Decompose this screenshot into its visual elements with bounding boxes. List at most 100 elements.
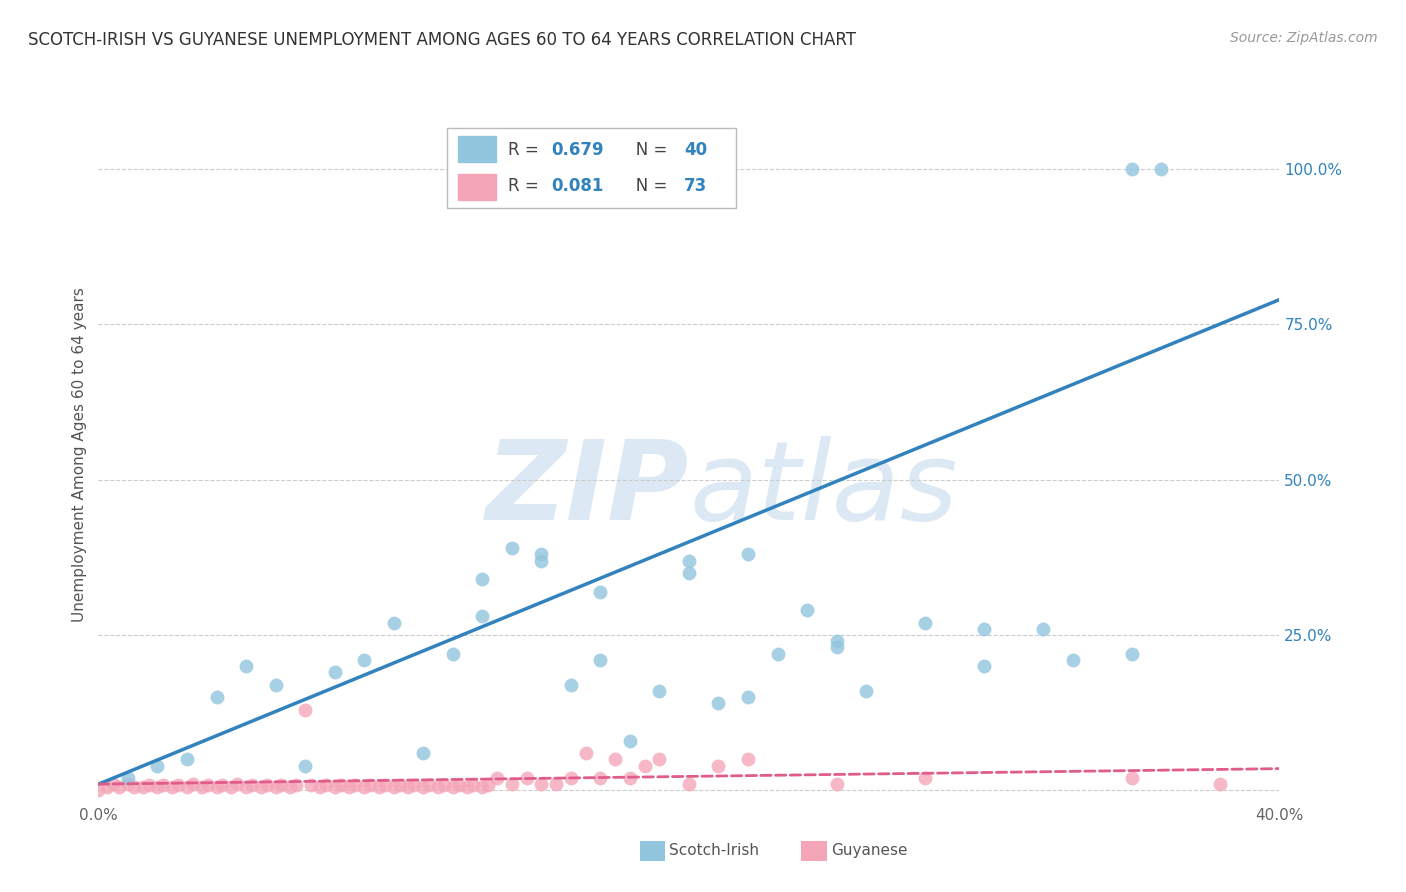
Point: [914, 615, 936, 630]
Point: [191, 780, 214, 795]
Point: [633, 758, 655, 772]
Text: ZIP: ZIP: [485, 436, 689, 543]
Point: [825, 777, 848, 791]
Point: [530, 547, 553, 561]
Point: [146, 780, 169, 795]
Point: [211, 778, 233, 792]
Bar: [458, 174, 496, 200]
Point: [264, 678, 287, 692]
Point: [285, 778, 308, 792]
Point: [825, 640, 848, 655]
Point: [471, 780, 494, 795]
Point: [678, 553, 700, 567]
Point: [560, 678, 582, 692]
Point: [270, 778, 292, 792]
Point: [162, 780, 183, 795]
Point: [309, 780, 332, 795]
Point: [825, 634, 848, 648]
Point: [605, 752, 627, 766]
Point: [544, 777, 567, 791]
Point: [337, 780, 360, 795]
Point: [560, 771, 582, 785]
Point: [205, 690, 228, 705]
Point: [87, 783, 110, 797]
Point: [353, 780, 375, 795]
Point: [329, 778, 352, 792]
Point: [264, 780, 287, 795]
Point: [96, 780, 118, 795]
Text: R =: R =: [508, 141, 544, 159]
Point: [441, 647, 464, 661]
Point: [707, 758, 730, 772]
Point: [1209, 777, 1232, 791]
Point: [501, 777, 523, 791]
Point: [146, 758, 169, 772]
Text: 40: 40: [685, 141, 707, 159]
Point: [256, 778, 278, 792]
Point: [294, 703, 316, 717]
Point: [176, 752, 198, 766]
Text: N =: N =: [620, 141, 673, 159]
Point: [250, 780, 273, 795]
Point: [796, 603, 818, 617]
Text: Source: ZipAtlas.com: Source: ZipAtlas.com: [1230, 31, 1378, 45]
Point: [766, 647, 789, 661]
Point: [117, 771, 139, 785]
Point: [382, 615, 405, 630]
Point: [240, 778, 263, 792]
Text: Scotch-Irish: Scotch-Irish: [669, 844, 759, 858]
Text: SCOTCH-IRISH VS GUYANESE UNEMPLOYMENT AMONG AGES 60 TO 64 YEARS CORRELATION CHAR: SCOTCH-IRISH VS GUYANESE UNEMPLOYMENT AM…: [28, 31, 856, 49]
Point: [678, 566, 700, 580]
Point: [678, 777, 700, 791]
Point: [205, 780, 228, 795]
Text: 0.679: 0.679: [551, 141, 603, 159]
Point: [855, 684, 877, 698]
Point: [235, 659, 257, 673]
Point: [344, 778, 367, 792]
Point: [117, 777, 139, 791]
Point: [589, 771, 612, 785]
Point: [737, 690, 759, 705]
Point: [1121, 771, 1143, 785]
Point: [737, 752, 759, 766]
Point: [219, 780, 242, 795]
Point: [447, 778, 470, 792]
Point: [108, 780, 131, 795]
Point: [167, 778, 190, 792]
Point: [418, 778, 440, 792]
Point: [388, 778, 411, 792]
Point: [427, 780, 450, 795]
Point: [138, 778, 160, 792]
Point: [530, 553, 553, 567]
Point: [973, 659, 995, 673]
Point: [353, 653, 375, 667]
Text: 0.081: 0.081: [551, 178, 603, 195]
Point: [589, 584, 612, 599]
Point: [278, 780, 302, 795]
Point: [441, 780, 464, 795]
Point: [648, 752, 671, 766]
Y-axis label: Unemployment Among Ages 60 to 64 years: Unemployment Among Ages 60 to 64 years: [72, 287, 87, 623]
Text: Guyanese: Guyanese: [831, 844, 907, 858]
Point: [235, 780, 257, 795]
Point: [1121, 162, 1143, 177]
Point: [122, 780, 145, 795]
Point: [359, 778, 381, 792]
Point: [323, 780, 346, 795]
Bar: [458, 136, 496, 162]
Point: [404, 778, 426, 792]
Point: [1150, 162, 1173, 177]
Point: [368, 780, 391, 795]
Point: [574, 746, 596, 760]
Text: R =: R =: [508, 178, 544, 195]
Point: [530, 777, 553, 791]
Point: [226, 777, 249, 791]
Point: [737, 547, 759, 561]
Point: [973, 622, 995, 636]
Point: [471, 572, 494, 586]
Point: [412, 746, 434, 760]
Point: [396, 780, 419, 795]
Point: [412, 780, 434, 795]
Point: [382, 780, 405, 795]
Point: [315, 778, 337, 792]
